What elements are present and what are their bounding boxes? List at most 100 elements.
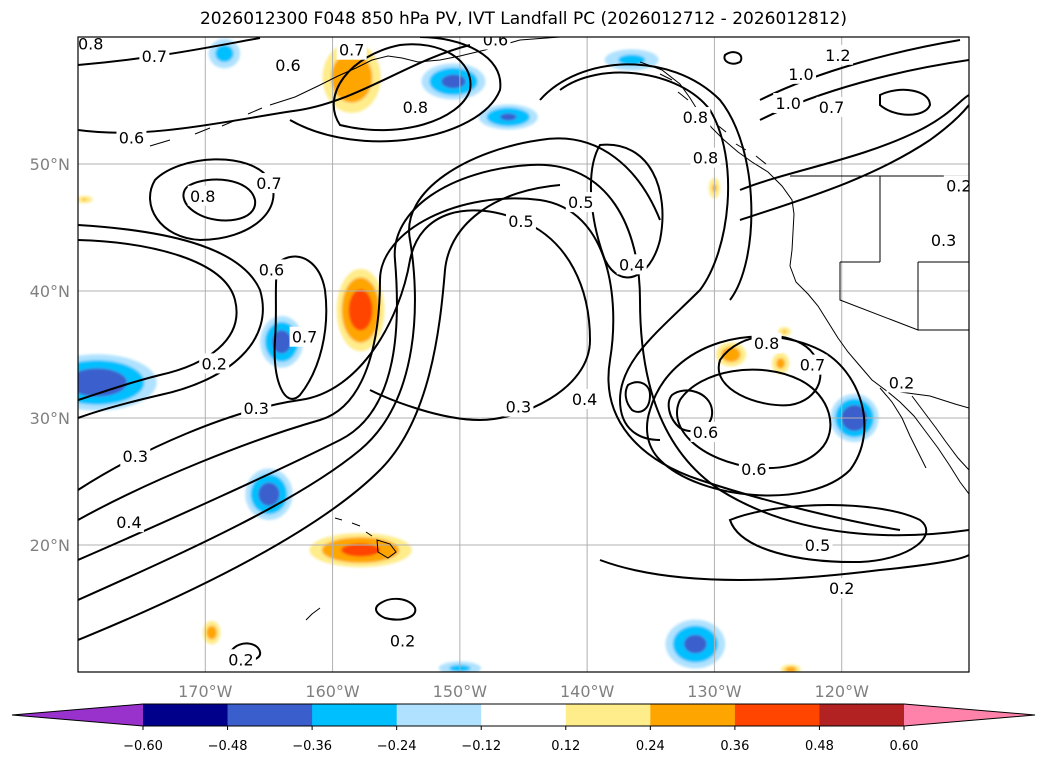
contour-label-bg: [273, 54, 304, 75]
ivt-anomaly-band: [776, 358, 785, 369]
colorbar-segment: [481, 704, 567, 726]
ivt-anomaly-region: [245, 468, 293, 520]
colorbar-tick-label: −0.36: [292, 739, 332, 754]
colorbar-tick-label: 0.60: [890, 739, 919, 754]
contour-label: 0.7: [339, 41, 364, 60]
hawaiian-islands: [305, 517, 397, 621]
ivt-anomaly-band: [82, 198, 87, 201]
us-mexico-border: [899, 391, 969, 409]
contour-label-bg: [199, 353, 230, 374]
contour-label: 0.8: [190, 187, 215, 206]
contour-label: 1.0: [776, 94, 801, 113]
contour-label: 0.5: [805, 536, 830, 555]
contour-label-bg: [187, 185, 218, 206]
contour-label: 0.7: [142, 47, 167, 66]
pv-contour-lines: [78, 37, 969, 662]
contour-label: 0.8: [78, 34, 103, 53]
contour-label-bg: [826, 578, 857, 599]
y-tick-label: 50°N: [30, 155, 70, 174]
contour-label-bg: [113, 512, 144, 533]
y-tick-label: 30°N: [30, 409, 70, 428]
contour-label: 0.2: [829, 579, 854, 598]
colorbar-tick-label: 0.36: [720, 739, 749, 754]
contour-label: 0.6: [119, 128, 144, 147]
ivt-anomaly-region: [421, 63, 486, 100]
colorbar-tick-label: 0.24: [636, 739, 665, 754]
contour-label-bg: [816, 96, 847, 117]
contour-label: 0.8: [754, 334, 779, 353]
ivt-anomaly-region: [309, 533, 412, 568]
contour-label: 0.6: [483, 31, 508, 50]
contour-label: 0.3: [123, 447, 148, 466]
contour-label: 0.2: [228, 650, 253, 669]
ivt-anomaly-band: [78, 368, 127, 397]
state-borders: [839, 176, 969, 331]
contour-label-bg: [225, 649, 256, 670]
colorbar: −0.60 −0.48 −0.36 −0.24 −0.12 0.12 0.24 0.36 0.4…: [11, 703, 1036, 754]
pv-contour-high-07: [149, 158, 275, 242]
ivt-anomaly-region: [78, 354, 157, 411]
aleutian-islands: [149, 107, 263, 147]
contour-label-bg: [253, 173, 284, 194]
contour-label-bg: [690, 147, 721, 168]
ivt-anomaly-region: [78, 195, 93, 204]
x-tick-label: 130°W: [687, 682, 742, 701]
pv-contour-aleutian-low-08: [332, 43, 472, 132]
contour-label: 0.4: [619, 255, 644, 274]
baja-coast: [879, 387, 927, 469]
contour-label-bg: [886, 372, 917, 393]
pv-contour-central-ridge-05: [78, 163, 969, 561]
ivt-anomaly-region: [478, 104, 538, 130]
contour-label: 0.2: [889, 373, 914, 392]
contour-label-bg: [797, 354, 828, 375]
pv-contour-small-2: [879, 88, 932, 116]
ivt-anomaly-region: [780, 664, 801, 672]
contour-labels: 0.8 0.7 0.6 0.7 0.6 0.8 0.6 0.8 0.7 0.6 0.7 0.2 0.3 0…: [78, 31, 971, 670]
contour-label: 0.2: [946, 177, 971, 196]
ivt-anomaly-band: [500, 113, 517, 121]
x-tick-label: 120°W: [815, 682, 870, 701]
colorbar-tick-label: −0.24: [377, 739, 417, 754]
contour-label: 0.3: [243, 399, 268, 418]
contour-label: 0.7: [800, 356, 825, 375]
contour-label: 0.8: [683, 108, 708, 127]
contour-label-bg: [751, 333, 782, 354]
colorbar-segment: [650, 704, 736, 726]
contour-label: 0.8: [693, 149, 718, 168]
ivt-anomaly-band: [785, 666, 797, 672]
alaska-coast: [269, 37, 561, 106]
pv-contour-small-7: [273, 255, 328, 400]
panhandle-coast: [639, 61, 795, 215]
contour-label: 0.2: [201, 354, 226, 373]
colorbar-segment: [565, 704, 651, 726]
contour-label-bg: [680, 107, 711, 128]
ivt-anomaly-region: [202, 620, 221, 645]
pv-contour-small-1: [723, 51, 743, 65]
map-panel: 0.8 0.7 0.6 0.7 0.6 0.8 0.6 0.8 0.7 0.6 0.7 0.2 0.3 0…: [78, 31, 971, 672]
pv-contour-small-3: [375, 597, 417, 621]
contour-label-bg: [690, 421, 721, 442]
pv-contour-west-trough-2: [78, 239, 238, 401]
pv-contour-southern-02: [599, 554, 969, 581]
pv-contour-eastern-ridge-04: [559, 71, 730, 441]
contour-label: 0.6: [693, 423, 718, 442]
map-frame: [77, 36, 970, 673]
pv-contour-low-07: [646, 335, 866, 497]
x-tick-label: 170°W: [178, 682, 233, 701]
pv-contour-low-06: [676, 368, 832, 470]
ivt-anomaly-band: [721, 346, 741, 363]
contour-label: 0.7: [292, 328, 317, 347]
colorbar-segment: [734, 704, 820, 726]
contour-label-bg: [78, 37, 106, 54]
ivt-anomaly-band: [782, 330, 787, 333]
contour-label-bg: [616, 254, 647, 275]
contour-label-bg: [822, 44, 853, 65]
ivt-anomaly-band: [206, 625, 217, 640]
colorbar-tick-label: 0.12: [551, 739, 580, 754]
contour-label: 0.3: [506, 398, 531, 417]
ivt-anomaly-region: [260, 316, 304, 368]
contour-label: 1.2: [825, 46, 850, 65]
contour-label-bg: [241, 397, 272, 418]
contour-label-bg: [116, 127, 147, 148]
